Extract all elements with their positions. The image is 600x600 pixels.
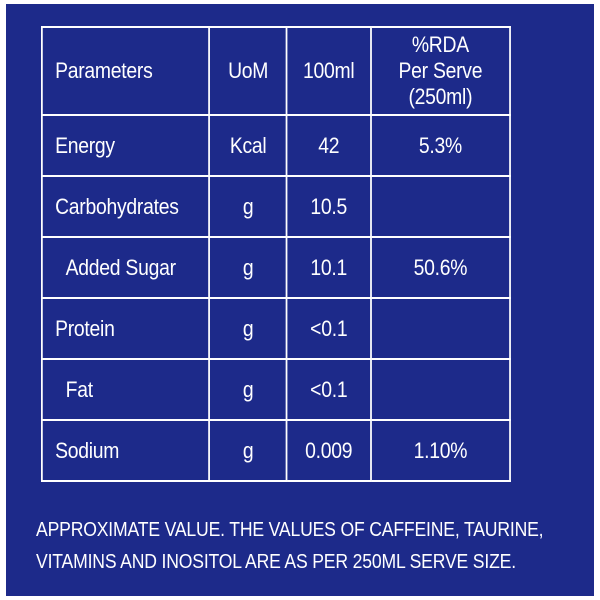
table-row-carbohydrates: Carbohydrates g 10.5: [40, 175, 511, 238]
table-row-energy: Energy Kcal 42 5.3%: [40, 114, 511, 177]
header-rda: %RDA Per Serve (250ml): [369, 26, 511, 116]
row-uom: g: [208, 358, 288, 421]
header-rda-line1: %RDA: [411, 32, 469, 57]
row-rda: [369, 175, 511, 238]
row-uom: g: [208, 236, 288, 299]
table-row-added-sugar: Added Sugar g 10.1 50.6%: [40, 236, 511, 299]
row-parameter: Fat: [40, 358, 211, 421]
row-rda: 1.10%: [369, 419, 511, 482]
row-parameter: Carbohydrates: [40, 175, 211, 238]
footnote-line-2: VITAMINS AND INOSITOL ARE AS PER 250ML S…: [36, 551, 516, 573]
row-per-100ml: 10.1: [285, 236, 372, 299]
row-rda: 5.3%: [369, 114, 511, 177]
row-uom: g: [208, 297, 288, 360]
row-rda: [369, 358, 511, 421]
header-rda-line2: Per Serve (250ml): [398, 58, 483, 109]
row-rda: 50.6%: [369, 236, 511, 299]
row-parameter: Sodium: [40, 419, 211, 482]
header-uom: UoM: [208, 26, 288, 116]
footnote: APPROXIMATE VALUE. THE VALUES OF CAFFEIN…: [36, 514, 564, 578]
row-per-100ml: 0.009: [285, 419, 372, 482]
header-parameters: Parameters: [40, 26, 211, 116]
row-per-100ml: <0.1: [285, 297, 372, 360]
row-uom: g: [208, 175, 288, 238]
footnote-line-1: APPROXIMATE VALUE. THE VALUES OF CAFFEIN…: [36, 519, 544, 541]
header-100ml: 100ml: [285, 26, 372, 116]
row-parameter: Added Sugar: [40, 236, 211, 299]
table-row-protein: Protein g <0.1: [40, 297, 511, 360]
row-uom: Kcal: [208, 114, 288, 177]
row-parameter: Energy: [40, 114, 211, 177]
table-row-sodium: Sodium g 0.009 1.10%: [40, 419, 511, 482]
row-per-100ml: <0.1: [285, 358, 372, 421]
row-per-100ml: 10.5: [285, 175, 372, 238]
row-rda: [369, 297, 511, 360]
table-row-fat: Fat g <0.1: [40, 358, 511, 421]
table-header-row: Parameters UoM 100ml %RDA Per Serve (250…: [40, 26, 511, 116]
row-per-100ml: 42: [285, 114, 372, 177]
row-uom: g: [208, 419, 288, 482]
row-parameter: Protein: [40, 297, 211, 360]
nutrition-table: Parameters UoM 100ml %RDA Per Serve (250…: [40, 26, 511, 482]
nutrition-panel: Parameters UoM 100ml %RDA Per Serve (250…: [6, 4, 594, 596]
